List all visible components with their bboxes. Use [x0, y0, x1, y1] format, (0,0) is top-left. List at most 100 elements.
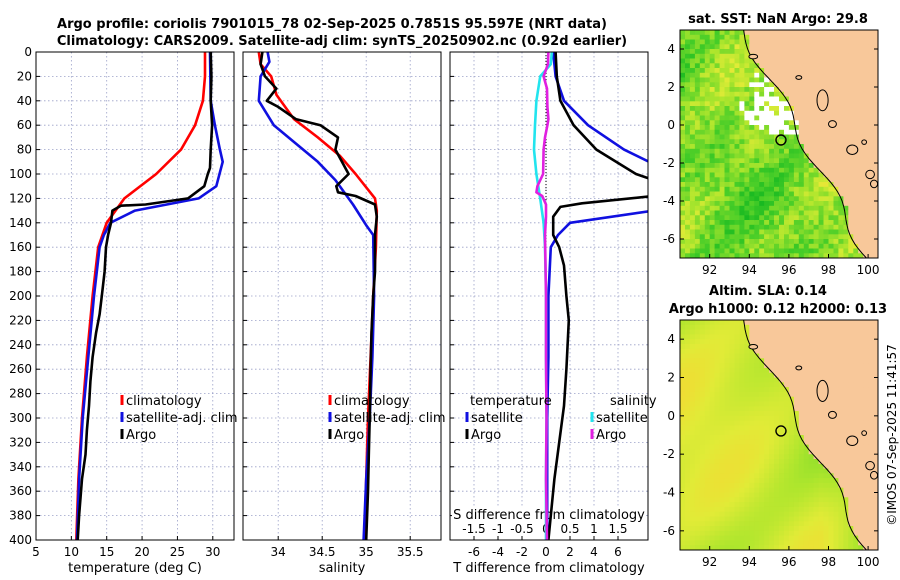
map-cell — [784, 68, 790, 74]
map-cell — [808, 82, 815, 88]
map-cell — [823, 545, 829, 550]
map-cell — [685, 30, 691, 36]
map-cell — [739, 363, 745, 369]
map-cell — [734, 406, 740, 412]
map-cell — [793, 320, 800, 326]
y-tick-label: 2 — [667, 80, 675, 94]
map-cell — [798, 526, 805, 532]
map-cell — [685, 129, 691, 136]
map-cell — [704, 411, 711, 417]
map-cell — [704, 535, 711, 541]
map-cell — [808, 492, 815, 498]
map-cell — [803, 411, 810, 417]
map-cell — [764, 329, 770, 335]
map-cell — [764, 120, 770, 126]
map-cell — [838, 96, 844, 102]
map-cell — [699, 353, 706, 359]
map-cell — [808, 324, 815, 331]
map-cell — [813, 177, 820, 183]
map-cell — [719, 358, 726, 364]
map-cell — [779, 110, 785, 117]
map-cell — [823, 201, 829, 207]
map-cell — [709, 253, 716, 258]
map-cell — [858, 449, 864, 455]
map-cell — [724, 492, 730, 498]
map-cell — [798, 44, 805, 50]
map-cell — [759, 411, 765, 417]
map-cell — [833, 363, 839, 369]
map-cell — [699, 425, 706, 431]
map-cell — [764, 526, 770, 532]
map-cell — [848, 205, 854, 212]
map-cell — [863, 148, 869, 155]
map-cell — [699, 415, 706, 422]
map-cell — [680, 334, 686, 340]
map-cell — [803, 215, 810, 221]
map-cell — [848, 358, 854, 364]
map-cell — [774, 72, 780, 79]
map-cell — [739, 34, 745, 41]
map-cell — [828, 439, 834, 446]
map-cell — [873, 377, 878, 383]
map-cell — [779, 125, 785, 131]
map-cell — [739, 502, 745, 508]
map-cell — [749, 439, 755, 446]
map-cell — [744, 234, 750, 240]
map-cell — [828, 406, 834, 412]
map-cell — [853, 229, 859, 235]
map-cell — [828, 420, 834, 426]
map-cell — [685, 53, 691, 60]
map-cell — [808, 511, 815, 518]
map-cell — [788, 506, 795, 513]
map-cell — [798, 163, 805, 169]
map-cell — [853, 497, 859, 503]
map-cell — [803, 129, 810, 136]
map-cell — [823, 439, 829, 446]
map-cell — [704, 473, 711, 479]
map-cell — [694, 96, 701, 102]
map-cell — [719, 382, 726, 388]
map-cell — [823, 406, 829, 412]
map-cell — [729, 186, 735, 193]
map-cell — [739, 406, 745, 412]
map-cell — [863, 205, 869, 212]
map-cell — [719, 387, 726, 393]
map-cell — [803, 82, 810, 88]
map-cell — [724, 87, 730, 93]
map-cell — [719, 224, 726, 231]
map-cell — [694, 348, 701, 355]
map-cell — [764, 44, 770, 50]
map-cell — [784, 372, 790, 379]
map-cell — [734, 468, 740, 474]
map-cell — [704, 82, 711, 88]
map-cell — [838, 540, 844, 546]
map-cell — [694, 248, 701, 254]
map-cell — [784, 506, 790, 513]
map-cell — [793, 72, 800, 79]
map-cell — [689, 535, 696, 541]
map-cell — [858, 53, 864, 60]
map-cell — [764, 468, 770, 474]
map-cell — [709, 182, 716, 188]
map-cell — [808, 372, 815, 379]
map-cell — [689, 253, 696, 258]
map-cell — [863, 382, 869, 388]
map-cell — [863, 167, 869, 174]
map-cell — [873, 220, 878, 226]
map-cell — [729, 205, 735, 212]
map-cell — [818, 182, 825, 188]
map-cell — [828, 463, 834, 470]
map-cell — [808, 144, 815, 150]
map-cell — [808, 425, 815, 431]
map-cell — [749, 120, 755, 126]
map-cell — [798, 144, 805, 150]
map-cell — [873, 339, 878, 345]
map-cell — [764, 229, 770, 235]
map-cell — [769, 110, 775, 117]
map-cell — [848, 248, 854, 254]
map-cell — [858, 363, 864, 369]
map-cell — [813, 358, 820, 364]
island — [816, 89, 829, 112]
map-cell — [803, 239, 810, 245]
map-cell — [769, 415, 775, 422]
